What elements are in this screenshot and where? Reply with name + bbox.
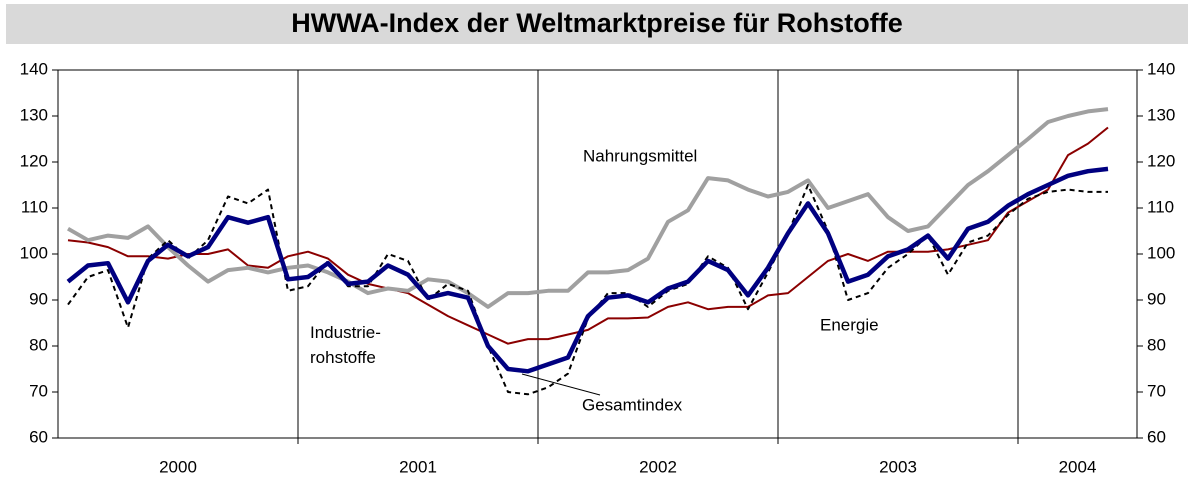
y-tick-label: 110 bbox=[21, 197, 48, 216]
y2-tick-label: 140 bbox=[1147, 59, 1175, 78]
series-label-part: Industrie- bbox=[310, 323, 381, 342]
y-tick-label: 120 bbox=[20, 151, 48, 170]
x-tick-label: 2002 bbox=[639, 457, 677, 476]
y-tick-label: 70 bbox=[29, 381, 48, 400]
leader-line bbox=[521, 373, 601, 396]
y2-tick-label: 80 bbox=[1147, 335, 1166, 354]
series-label: Gesamtindex bbox=[582, 395, 683, 414]
y-tick-label: 130 bbox=[20, 105, 48, 124]
series-line bbox=[66, 166, 1109, 374]
x-tick-label: 2004 bbox=[1059, 457, 1097, 476]
y2-tick-label: 110 bbox=[1147, 197, 1174, 216]
y-tick-label: 90 bbox=[29, 289, 48, 308]
y-tick-label: 140 bbox=[20, 59, 48, 78]
series-line bbox=[67, 126, 1109, 345]
y-tick-label: 100 bbox=[20, 243, 48, 262]
x-tick-label: 2001 bbox=[399, 457, 437, 476]
y2-tick-label: 120 bbox=[1147, 151, 1175, 170]
series-line bbox=[67, 184, 1108, 396]
series-label: Energie bbox=[820, 315, 879, 334]
y-tick-label: 80 bbox=[29, 335, 48, 354]
y2-tick-label: 70 bbox=[1147, 381, 1166, 400]
x-tick-label: 2003 bbox=[879, 457, 917, 476]
series-line bbox=[67, 107, 1109, 309]
y2-tick-label: 130 bbox=[1147, 105, 1175, 124]
plot-frame bbox=[57, 69, 1138, 439]
y-tick-label: 60 bbox=[29, 427, 48, 446]
x-tick-label: 2000 bbox=[159, 457, 197, 476]
y2-tick-label: 90 bbox=[1147, 289, 1166, 308]
series-label: Nahrungsmittel bbox=[583, 146, 697, 165]
title-bar bbox=[6, 4, 1188, 44]
chart-title: HWWA-Index der Weltmarktpreise für Rohst… bbox=[291, 8, 903, 38]
y2-tick-label: 100 bbox=[1147, 243, 1175, 262]
series-label-part: rohstoffe bbox=[310, 348, 376, 367]
series-label: Industrie-rohstoffe bbox=[310, 323, 381, 367]
y2-tick-label: 60 bbox=[1147, 427, 1166, 446]
